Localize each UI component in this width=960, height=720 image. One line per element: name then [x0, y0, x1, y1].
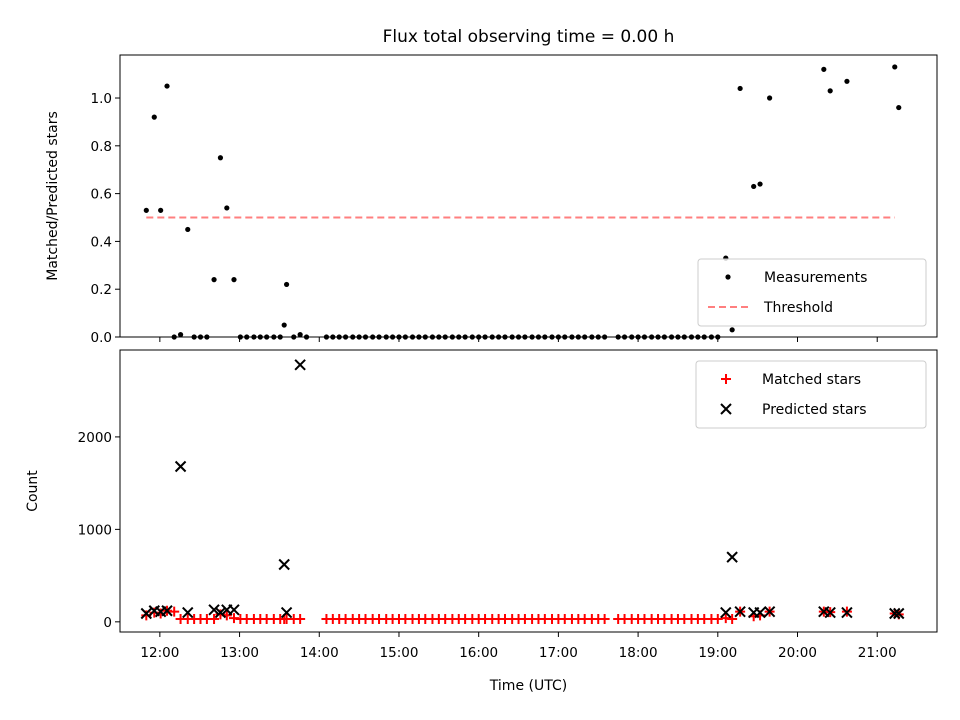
- count-axes-frame: [119, 349, 938, 633]
- predicted-stars-point: [208, 604, 220, 616]
- measurement-point: [297, 332, 303, 338]
- predicted-stars-point: [182, 606, 194, 619]
- legend-label-threshold: Threshold: [763, 300, 833, 316]
- count-plot-area: [140, 359, 905, 625]
- legend-marker-measurements: [725, 274, 731, 280]
- ratio-panel: Flux total observing time = 0.00 h 0.00.…: [45, 27, 938, 346]
- legend-label-matched-stars: Matched stars: [762, 372, 861, 388]
- measurement-point: [211, 277, 217, 283]
- legend-label-predicted-stars: Predicted stars: [762, 402, 867, 418]
- matched-stars-point: [209, 614, 220, 625]
- measurement-point: [143, 207, 149, 213]
- measurement-point: [151, 114, 157, 120]
- count-y-axis-label: Count: [25, 470, 41, 512]
- predicted-stars-point: [280, 606, 293, 619]
- predicted-stars-point: [893, 607, 905, 620]
- ratio-y-tick-label: 0.0: [91, 330, 112, 346]
- predicted-stars-point: [140, 607, 153, 620]
- ratio-y-tick-label: 1.0: [91, 91, 112, 107]
- x-tick-label: 18:00: [619, 645, 658, 661]
- predicted-stars-point: [278, 558, 290, 571]
- count-x-axis: 12:00 13:00 14:00 15:00 16:00 17:00 18:00 19:00…: [140, 632, 897, 661]
- matched-stars-point: [599, 614, 610, 625]
- predicted-stars-point: [824, 606, 836, 619]
- ratio-y-axis-label: Matched/Predicted stars: [45, 111, 61, 281]
- measurement-point: [224, 205, 230, 211]
- predicted-stars-point: [841, 606, 853, 619]
- count-y-tick-label: 0: [103, 615, 112, 631]
- matched-stars-point: [727, 614, 738, 625]
- ratio-y-tick-label: 0.2: [91, 282, 112, 298]
- predicted-stars-point: [161, 605, 173, 617]
- ratio-legend-box: [697, 258, 927, 327]
- legend-marker-predicted-stars: [720, 403, 732, 415]
- measurement-point: [217, 155, 224, 161]
- ratio-y-tick-label: 0.8: [91, 139, 112, 155]
- predicted-stars-point: [763, 605, 776, 618]
- count-y-axis: 0 1000 2000: [78, 430, 120, 631]
- measurement-point: [164, 83, 170, 89]
- measurement-point: [729, 327, 735, 333]
- measurement-point: [892, 64, 898, 70]
- measurement-point: [896, 104, 902, 111]
- measurement-point: [158, 207, 164, 213]
- legend-marker-sample: [720, 403, 732, 415]
- x-tick-label: 16:00: [459, 645, 498, 661]
- measurement-point: [821, 66, 827, 72]
- measurement-point: [844, 78, 850, 84]
- predicted-stars-point: [228, 604, 240, 616]
- legend-marker-matched-stars: [721, 374, 731, 384]
- legend-marker-sample: [725, 274, 731, 280]
- x-tick-label: 14:00: [300, 645, 339, 661]
- count-y-tick-label: 1000: [78, 522, 112, 538]
- x-tick-label: 19:00: [698, 645, 737, 661]
- x-tick-label: 21:00: [858, 645, 897, 661]
- x-tick-label: 15:00: [380, 645, 419, 661]
- matched-stars-point: [295, 614, 306, 625]
- measurement-point: [757, 181, 763, 187]
- measurement-point: [737, 85, 743, 92]
- legend-label-measurements: Measurements: [764, 270, 867, 286]
- measurement-point: [177, 332, 184, 338]
- predicted-stars-point: [720, 606, 732, 619]
- legend-marker-sample: [721, 374, 731, 384]
- predicted-stars-point: [726, 551, 738, 563]
- count-y-tick-label: 2000: [78, 430, 112, 446]
- x-tick-label: 13:00: [220, 645, 259, 661]
- measurement-point: [281, 322, 287, 328]
- predicted-stars-point: [754, 606, 766, 619]
- predicted-stars-point: [214, 606, 227, 619]
- x-axis-label: Time (UTC): [489, 678, 567, 694]
- measurement-point: [283, 281, 290, 288]
- ratio-y-tick-label: 0.4: [91, 234, 112, 250]
- count-legend-box: [695, 360, 927, 429]
- ratio-y-axis: 0.0 0.2 0.4 0.6 0.8 1.0: [91, 91, 120, 346]
- x-tick-label: 17:00: [539, 645, 578, 661]
- chart-title: Flux total observing time = 0.00 h: [383, 27, 675, 47]
- matched-stars-point: [169, 606, 180, 617]
- measurement-point: [751, 183, 757, 190]
- ratio-axes-frame: [119, 54, 938, 338]
- x-tick-label: 20:00: [778, 645, 817, 661]
- ratio-x-ticks: [159, 337, 878, 342]
- measurement-point: [185, 226, 191, 233]
- predicted-stars-point: [174, 460, 187, 473]
- measurement-point: [767, 95, 773, 101]
- predicted-stars-point: [734, 605, 746, 618]
- count-panel: 0 1000 2000 12:00 13:00 14:00 15:00 16:00 17:00…: [25, 349, 938, 694]
- measurement-point: [231, 277, 237, 283]
- predicted-stars-point: [294, 359, 306, 371]
- x-tick-label: 12:00: [140, 645, 179, 661]
- count-legend: Matched stars Predicted stars: [695, 360, 927, 429]
- measurement-point: [827, 88, 833, 94]
- ratio-legend: Measurements Threshold: [697, 258, 927, 327]
- predicted-stars-point: [889, 607, 901, 620]
- ratio-y-tick-label: 0.6: [91, 187, 112, 203]
